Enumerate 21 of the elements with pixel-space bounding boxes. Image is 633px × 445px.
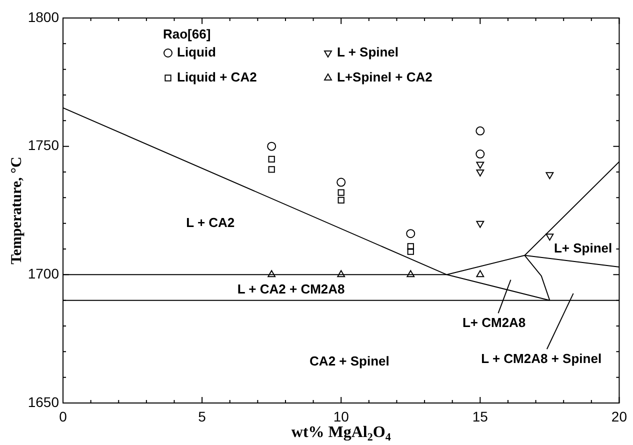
x-tick-label: 20	[611, 408, 628, 424]
legend-label: Liquid	[177, 44, 216, 60]
x-tick-label: 0	[59, 408, 68, 424]
annotation: L+ Spinel	[554, 240, 612, 256]
legend-label: Liquid + CA2	[177, 70, 257, 85]
legend-label: L+Spinel + CA2	[337, 70, 432, 85]
y-tick-label: 1800	[28, 8, 60, 25]
annotation: L + CA2 + CM2A8	[237, 282, 345, 297]
x-tick-label: 5	[198, 408, 206, 424]
y-tick-label: 1750	[28, 137, 60, 154]
y-tick-label: 1650	[28, 394, 60, 410]
legend-label: L + Spinel	[337, 44, 399, 60]
annotation: L + CA2	[186, 214, 235, 230]
legend-title: Rao[66]	[163, 26, 211, 42]
annotation: L + CM2A8 + Spinel	[481, 350, 602, 366]
annotation: L+ CM2A8	[462, 315, 526, 330]
y-tick-label: 1700	[28, 266, 60, 282]
x-tick-label: 15	[472, 408, 488, 424]
annotation: CA2 + Spinel	[310, 354, 390, 369]
x-tick-label: 10	[333, 408, 350, 424]
y-axis-title: Temperature, °C	[8, 156, 25, 264]
